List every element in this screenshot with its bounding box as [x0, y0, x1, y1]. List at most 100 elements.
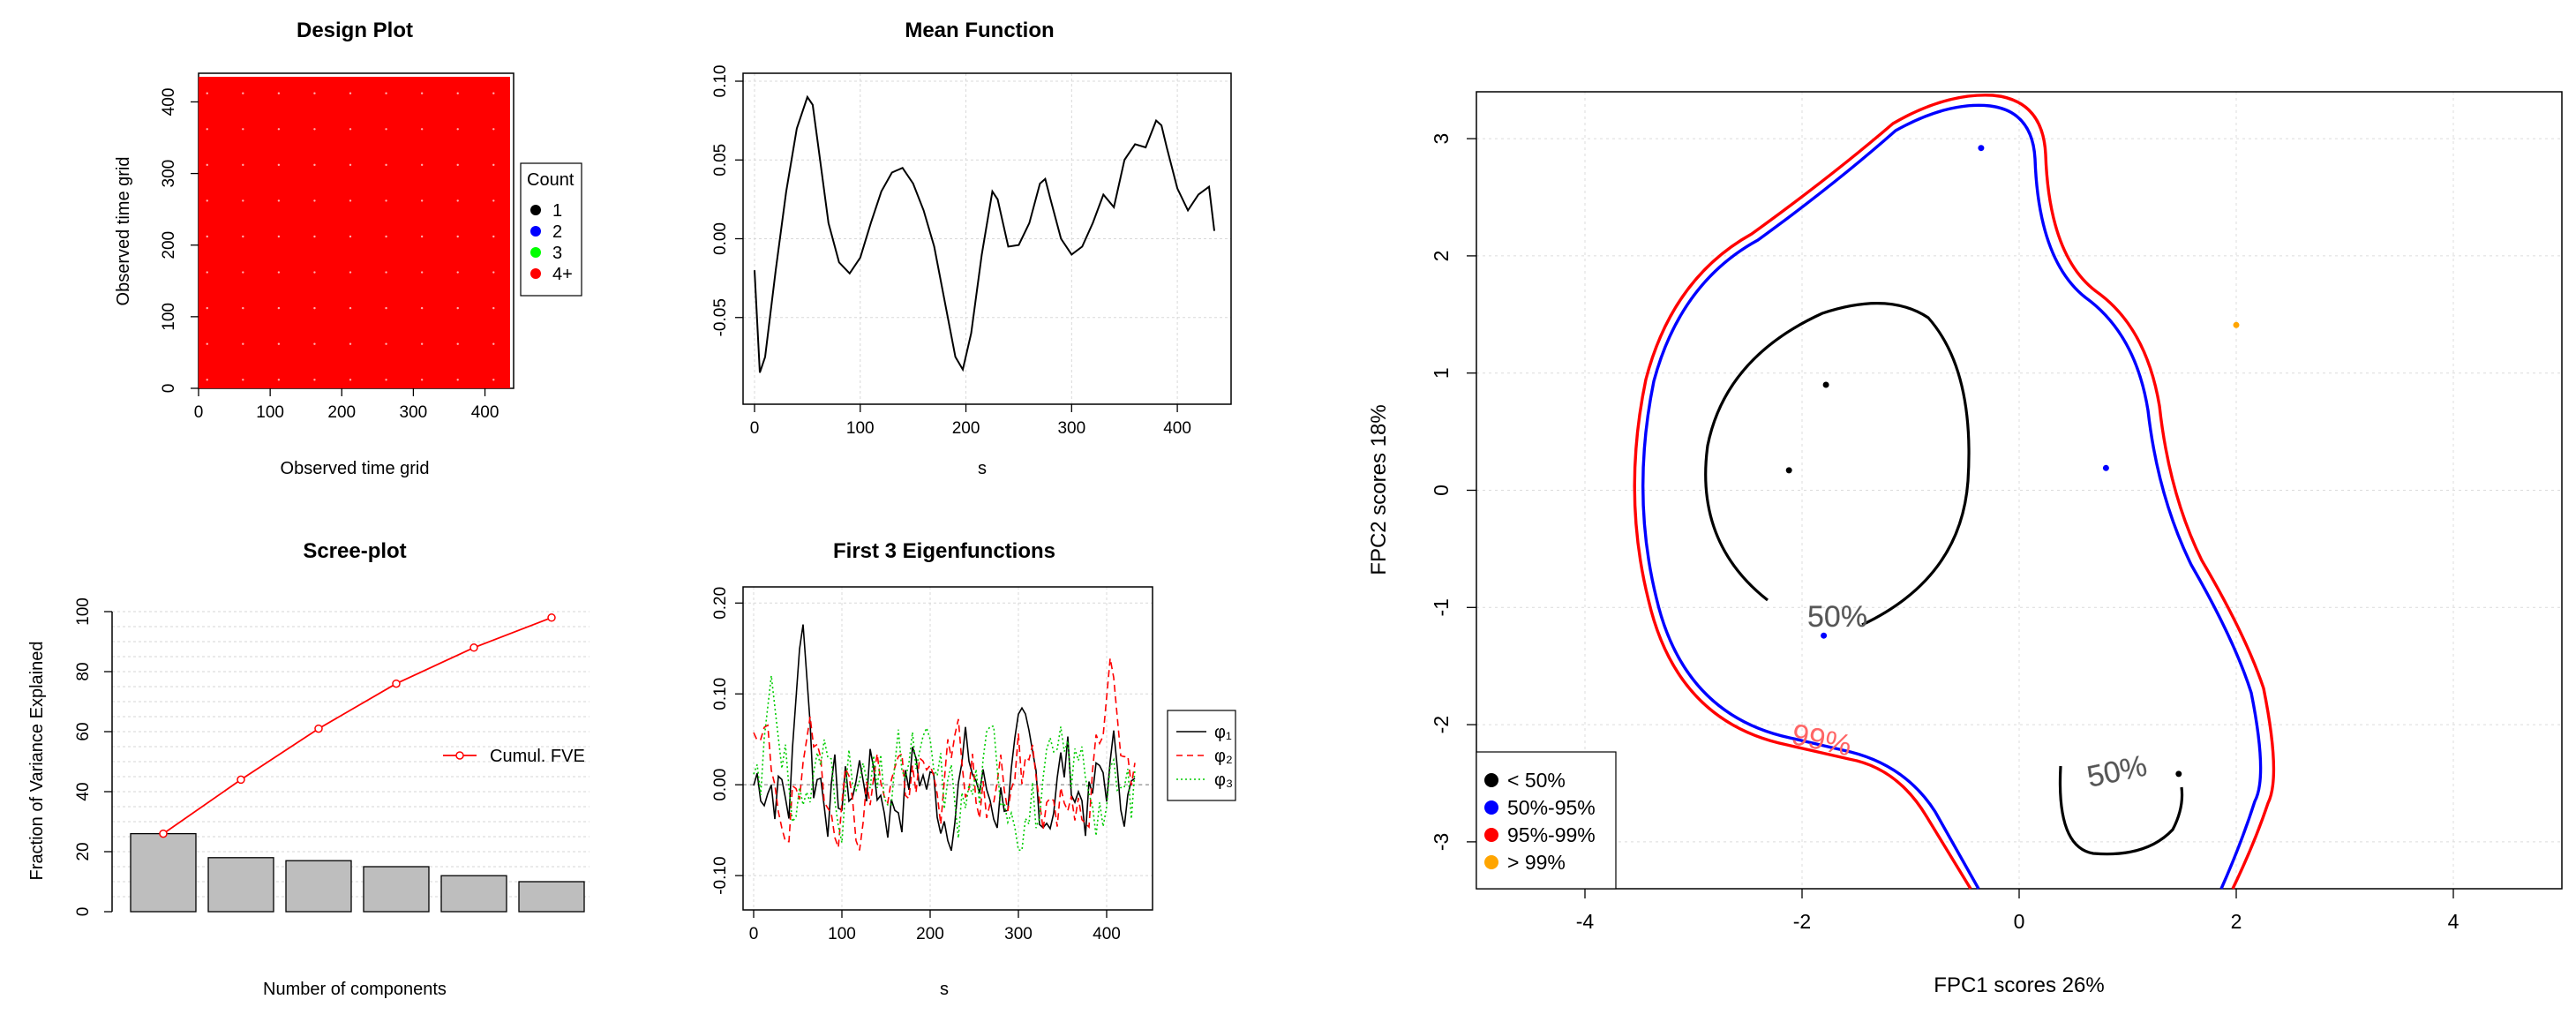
design-dot [349, 271, 352, 274]
design-dot [420, 271, 424, 274]
design-dot [385, 92, 387, 94]
contour-95-upper [1641, 103, 2263, 890]
design-dot [349, 199, 352, 202]
legend-label-phi1: φ₁ [1214, 723, 1232, 742]
design-plot-panel: Design Plot 0 100 200 300 400 0100200300400 … [114, 19, 582, 478]
design-dot [242, 271, 244, 274]
design-dot [492, 163, 495, 167]
x-tick-label: 100 [256, 403, 284, 422]
design-dot [420, 163, 424, 167]
eigenfunctions-legend: φ₁ φ₂ φ₃ [1167, 710, 1236, 801]
design-dot [385, 128, 387, 131]
cumulative-point [314, 724, 323, 733]
scree-bar [518, 881, 585, 913]
scree-plot-xlabel: Number of components [263, 980, 447, 999]
design-dot [206, 92, 208, 94]
design-dot [456, 128, 459, 131]
design-plot-grid-dots [206, 92, 495, 381]
design-dot [313, 235, 316, 238]
y-tick-label: 0.00 [711, 222, 730, 255]
fpc-point [1822, 381, 1829, 388]
design-dot [349, 92, 352, 94]
x-tick-label: 400 [471, 403, 499, 422]
contour-50-inner [1704, 302, 1971, 627]
fpc-x-ticks: -4 -2 0 2 4 [1576, 889, 2460, 933]
design-dot [456, 235, 459, 238]
y-tick-label: 400 [160, 88, 178, 116]
scree-plot-legend: Cumul. FVE [443, 747, 585, 766]
design-dot [349, 163, 352, 167]
fpc-point [1785, 467, 1792, 474]
design-dot [242, 92, 244, 94]
y-tick-label: -0.05 [711, 298, 730, 336]
fpc-point [1978, 145, 1985, 152]
design-dot [349, 306, 352, 310]
x-tick-label: 100 [828, 925, 856, 943]
fpc-y-ticks: -3 -2 -1 0 1 2 3 [1430, 133, 1476, 851]
x-tick-label: -4 [1576, 910, 1595, 933]
fpc-xlabel: FPC1 scores 26% [1934, 973, 2104, 997]
y-tick-label: -0.10 [711, 856, 730, 894]
eigenfunctions-title: First 3 Eigenfunctions [833, 539, 1055, 563]
design-dot [420, 379, 424, 381]
scree-plot-ylabel: Fraction of Variance Explained [27, 642, 47, 881]
y-tick-label: 200 [160, 231, 178, 259]
design-dot [206, 306, 208, 310]
eigenfunctions-x-ticks: 0 100 200 300 400 [749, 910, 1121, 943]
design-dot [420, 92, 424, 94]
design-dot [385, 163, 387, 167]
design-dot [277, 199, 281, 202]
scree-plot-bars [130, 832, 585, 913]
eigenfunctions-lines [753, 624, 1136, 852]
fpc-legend-marker-95-99 [1484, 828, 1498, 842]
fpc-legend-label-50-95: 50%-95% [1507, 796, 1596, 819]
contour-label-99: 99% [1789, 718, 1854, 763]
design-dot [206, 235, 208, 238]
y-tick-label: 0.05 [711, 144, 730, 177]
y-tick-label: 100 [74, 597, 93, 626]
design-dot [206, 163, 208, 167]
x-tick-label: 100 [846, 419, 875, 438]
eigenfunction-line-2 [753, 658, 1136, 851]
design-plot-ylabel: Observed time grid [114, 157, 133, 306]
design-dot [456, 342, 459, 345]
legend-marker-count-4plus [530, 268, 541, 279]
scree-plot-cumulative-points [159, 613, 556, 838]
eigenfunctions-panel: First 3 Eigenfunctions 0 100 200 300 400 -0.… [711, 539, 1236, 999]
y-tick-label: 2 [1430, 251, 1453, 262]
design-dot [277, 163, 281, 167]
scree-bar [363, 866, 430, 913]
legend-label-count-3: 3 [552, 244, 562, 263]
design-dot [492, 342, 495, 345]
design-plot-x-ticks: 0 100 200 300 400 [194, 388, 499, 422]
design-dot [206, 342, 208, 345]
y-tick-label: -2 [1430, 716, 1453, 733]
design-dot [492, 92, 495, 94]
design-dot [349, 379, 352, 381]
design-dot [456, 199, 459, 202]
design-dot [242, 199, 244, 202]
design-dot [492, 271, 495, 274]
eigenfunctions-xlabel: s [940, 980, 949, 999]
y-tick-label: 60 [74, 722, 93, 740]
design-dot [492, 199, 495, 202]
design-dot [385, 306, 387, 310]
design-dot [385, 271, 387, 274]
x-tick-label: 200 [327, 403, 356, 422]
design-dot [385, 235, 387, 238]
mean-function-title: Mean Function [905, 19, 1054, 42]
mean-function-xlabel: s [978, 459, 987, 478]
x-tick-label: -2 [1793, 910, 1811, 933]
y-tick-label: 20 [74, 842, 93, 860]
y-tick-label: 0 [1430, 485, 1453, 496]
legend-marker-count-3 [530, 247, 541, 258]
x-tick-label: 200 [916, 925, 944, 943]
design-dot [313, 271, 316, 274]
x-tick-label: 0 [2014, 910, 2025, 933]
legend-marker-count-1 [530, 205, 541, 215]
legend-label-phi3: φ₃ [1214, 770, 1233, 790]
design-plot-title: Design Plot [297, 19, 413, 42]
legend-marker-count-2 [530, 226, 541, 237]
y-tick-label: -1 [1430, 598, 1453, 616]
design-dot [385, 379, 387, 381]
